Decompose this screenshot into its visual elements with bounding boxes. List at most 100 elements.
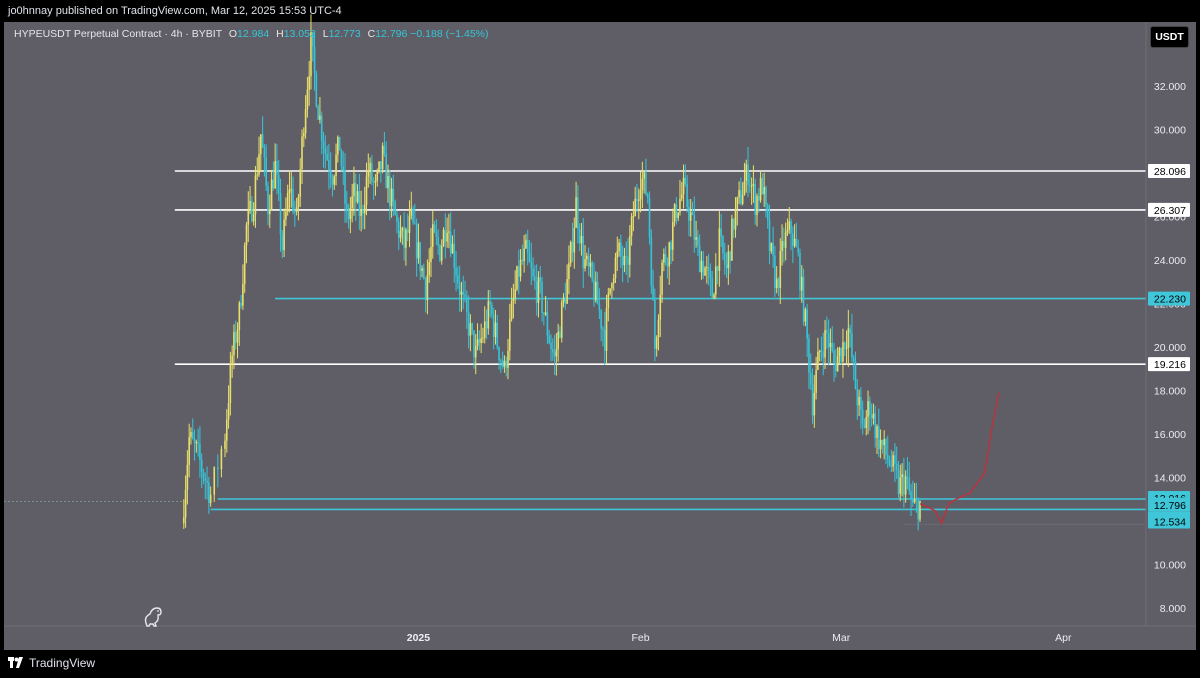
- candle-body: [826, 330, 828, 333]
- price-projection: [919, 392, 1000, 525]
- currency-button[interactable]: USDT: [1150, 26, 1189, 48]
- candle-body: [578, 228, 581, 244]
- candle-body: [827, 332, 830, 348]
- candle-body: [442, 229, 445, 247]
- candle-body: [283, 219, 285, 251]
- candle-body: [193, 438, 196, 443]
- candle-body: [500, 360, 502, 362]
- candle-body: [431, 224, 434, 247]
- candle-body: [908, 477, 911, 492]
- candle-body: [919, 500, 921, 520]
- candle-body: [698, 245, 701, 273]
- candle-body: [845, 347, 848, 349]
- candle-body: [795, 238, 798, 248]
- candle-body: [799, 253, 801, 291]
- candle-body: [381, 145, 384, 170]
- candle-body: [639, 190, 642, 200]
- candle-body: [188, 437, 190, 465]
- price-axis-bg: [1146, 22, 1196, 626]
- tradingview-logo[interactable]: TradingView: [8, 656, 95, 670]
- candle-body: [303, 133, 305, 137]
- candle-body: [469, 323, 472, 336]
- candle-body: [620, 242, 622, 257]
- y-tick-label: 8.000: [1160, 603, 1186, 615]
- chart-area[interactable]: [4, 22, 1196, 650]
- candle-body: [231, 355, 233, 365]
- candle-body: [800, 276, 803, 291]
- candle-body: [650, 236, 653, 286]
- candle-body: [374, 180, 377, 183]
- candle-body: [274, 160, 276, 189]
- candle-body: [729, 251, 731, 261]
- candle-body: [856, 388, 859, 406]
- candle-body: [560, 301, 563, 338]
- candle-body: [372, 181, 375, 183]
- candle-body: [609, 288, 611, 294]
- candle-body: [385, 153, 388, 189]
- candle-body: [818, 350, 821, 353]
- y-tick-label: 20.000: [1154, 342, 1186, 354]
- candle-body: [410, 208, 413, 216]
- candle-body: [480, 338, 482, 344]
- candle-body: [353, 183, 355, 197]
- candle-body: [498, 347, 500, 361]
- candle-body: [444, 229, 447, 242]
- candle-body: [571, 241, 574, 253]
- candle-body: [842, 342, 844, 362]
- candle-body: [236, 329, 239, 343]
- candle-body: [519, 259, 522, 277]
- candle-body: [808, 338, 810, 373]
- candle-body: [589, 262, 592, 267]
- candle-body: [646, 194, 649, 198]
- candle-body: [636, 198, 638, 202]
- candle-body: [582, 236, 585, 269]
- candle-body: [777, 278, 780, 288]
- candle-body: [851, 333, 853, 358]
- candle-body: [598, 304, 601, 311]
- candle-body: [324, 148, 327, 154]
- candle-body: [901, 474, 903, 478]
- candle-body: [206, 480, 208, 483]
- candle-body: [453, 243, 456, 268]
- candle-body: [913, 499, 916, 503]
- candle-body: [449, 231, 452, 254]
- candle-body: [455, 267, 457, 276]
- candle-body: [516, 266, 518, 290]
- candle-body: [290, 189, 293, 191]
- candle-body: [414, 222, 416, 224]
- candle-body: [476, 339, 479, 347]
- price-chart[interactable]: 32.00030.00028.00026.00024.00022.00020.0…: [0, 0, 1200, 650]
- candle-body: [344, 169, 346, 204]
- candle-body: [594, 281, 597, 301]
- candle-body: [338, 136, 341, 151]
- candle-body: [718, 228, 721, 271]
- candle-body: [815, 370, 817, 393]
- candle-body: [347, 211, 350, 220]
- candle-body: [534, 276, 536, 282]
- candle-body: [294, 211, 296, 213]
- tradingview-logo-text: TradingView: [29, 656, 96, 670]
- candle-body: [779, 251, 782, 288]
- candle-body: [802, 276, 805, 322]
- candle-body: [709, 270, 712, 279]
- candle-body: [501, 360, 504, 367]
- candle-body: [227, 403, 230, 420]
- level-label-bg: [1148, 357, 1190, 372]
- candle-body: [672, 221, 674, 250]
- candle-body: [430, 246, 432, 262]
- candle-body: [521, 259, 524, 262]
- candle-body: [256, 174, 259, 176]
- candle-body: [747, 164, 749, 186]
- candle-body: [403, 227, 405, 248]
- candle-body: [766, 205, 769, 220]
- candle-body: [260, 134, 262, 155]
- candle-body: [707, 267, 710, 271]
- y-tick-label: 24.000: [1154, 255, 1186, 267]
- candle-body: [781, 241, 783, 252]
- candle-body: [421, 268, 423, 271]
- candle-body: [756, 195, 758, 216]
- close-label: C: [367, 28, 376, 40]
- candle-body: [337, 136, 339, 155]
- candle-body: [523, 248, 525, 262]
- candle-body: [286, 192, 289, 212]
